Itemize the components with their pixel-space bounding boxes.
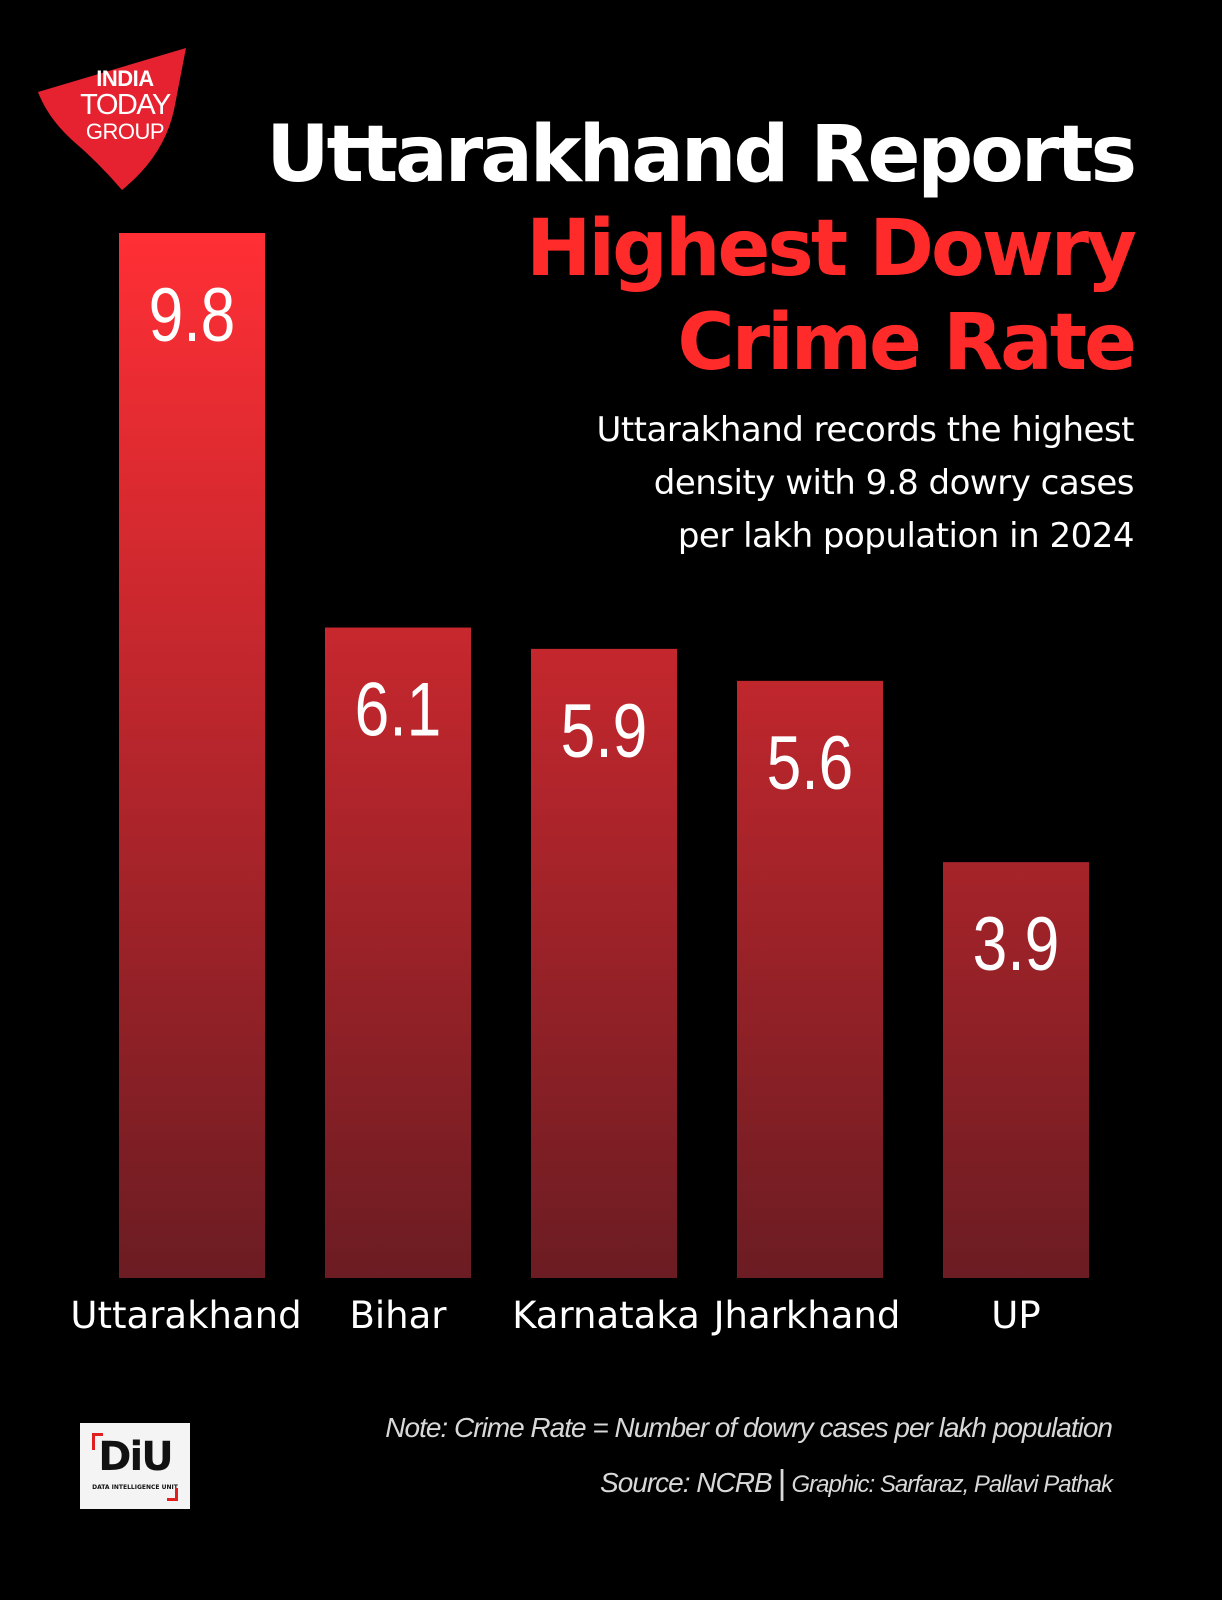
logo-line-group: GROUP xyxy=(85,119,165,144)
india-today-group-logo: INDIA TODAY GROUP xyxy=(38,44,190,194)
title-line-1: Uttarakhand Reports xyxy=(266,110,1137,200)
value-label-up: 3.9 xyxy=(973,901,1060,986)
category-label-karnataka: Karnataka xyxy=(512,1294,700,1337)
category-label-jharkhand: Jharkhand xyxy=(712,1294,901,1337)
diu-logo: DiU DATA INTELLIGENCE UNIT xyxy=(80,1423,190,1509)
graphic-credit: Graphic: Sarfaraz, Pallavi Pathak xyxy=(791,1471,1113,1498)
bar-bihar xyxy=(325,627,471,1278)
logo-line-today: TODAY xyxy=(80,89,171,121)
value-label-jharkhand: 5.6 xyxy=(767,720,854,805)
value-label-bihar: 6.1 xyxy=(355,667,442,752)
logo-wordmark: INDIA TODAY GROUP xyxy=(60,68,190,143)
diu-bracket-top-left xyxy=(92,1433,103,1450)
title-line-3: Crime Rate xyxy=(677,298,1137,388)
diu-wordmark: DiU xyxy=(98,1434,173,1480)
subtitle: Uttarakhand records the highest density … xyxy=(596,410,1134,556)
value-label-uttarakhand: 9.8 xyxy=(149,272,236,357)
credits: Source: NCRB | Graphic: Sarfaraz, Pallavi … xyxy=(600,1462,1113,1502)
title-line-2: Highest Dowry xyxy=(526,204,1137,294)
footnote: Note: Crime Rate = Number of dowry cases… xyxy=(385,1412,1113,1443)
diu-bracket-bottom-right xyxy=(167,1488,178,1501)
logo-line-india: INDIA xyxy=(96,66,154,91)
logo-badge-shape xyxy=(38,48,186,190)
source-credit: Source: NCRB xyxy=(600,1467,773,1498)
category-label-bihar: Bihar xyxy=(350,1294,448,1337)
category-label-up: UP xyxy=(991,1294,1040,1337)
diu-subtitle: DATA INTELLIGENCE UNIT xyxy=(92,1484,178,1491)
category-label-group: Uttarakhand Bihar Karnataka Jharkhand UP xyxy=(70,1294,1040,1337)
page-title: Uttarakhand Reports Highest Dowry Crime … xyxy=(266,108,1137,390)
bar-karnataka xyxy=(531,648,677,1278)
bar-uttarakhand xyxy=(119,233,265,1278)
credit-separator: | xyxy=(777,1464,787,1502)
category-label-uttarakhand: Uttarakhand xyxy=(70,1294,301,1337)
bar-up xyxy=(943,862,1089,1278)
value-label-karnataka: 5.9 xyxy=(561,688,648,773)
bar-jharkhand xyxy=(737,680,883,1278)
